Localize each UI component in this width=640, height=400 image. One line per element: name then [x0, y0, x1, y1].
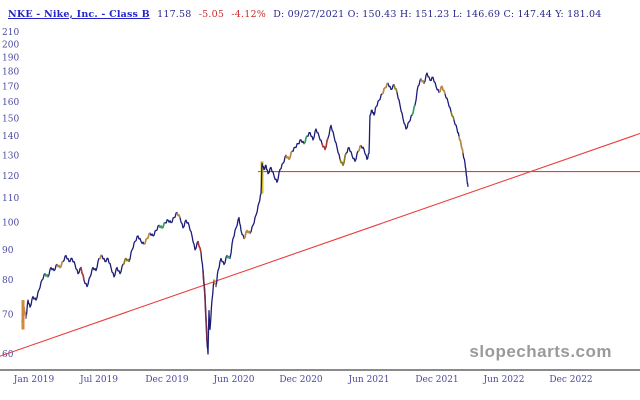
svg-text:Dec 2020: Dec 2020 — [279, 375, 323, 385]
svg-text:200: 200 — [2, 41, 19, 51]
chart-header: NKE - Nike, Inc. - Class B 117.58 -5.05 … — [8, 9, 602, 20]
svg-text:90: 90 — [2, 246, 14, 256]
svg-text:210: 210 — [2, 28, 19, 38]
svg-text:Jul 2019: Jul 2019 — [79, 375, 118, 385]
svg-text:100: 100 — [2, 219, 19, 229]
last-price: 117.58 — [157, 9, 192, 20]
watermark: slopecharts.com — [469, 342, 612, 361]
price-change-pct: -4.12% — [231, 9, 266, 20]
svg-text:120: 120 — [2, 172, 19, 182]
svg-text:140: 140 — [2, 132, 19, 142]
svg-text:Dec 2019: Dec 2019 — [145, 375, 189, 385]
svg-text:60: 60 — [2, 350, 14, 360]
svg-text:Jun 2021: Jun 2021 — [348, 375, 390, 385]
symbol-link[interactable]: NKE - Nike, Inc. - Class B — [8, 9, 150, 20]
svg-text:80: 80 — [2, 276, 14, 286]
svg-text:70: 70 — [2, 310, 14, 320]
svg-text:Jun 2020: Jun 2020 — [213, 375, 255, 385]
svg-text:170: 170 — [2, 82, 19, 92]
svg-text:190: 190 — [2, 54, 19, 64]
svg-text:Jun 2022: Jun 2022 — [483, 375, 525, 385]
svg-text:150: 150 — [2, 114, 19, 124]
svg-text:110: 110 — [2, 194, 19, 204]
svg-text:180: 180 — [2, 68, 19, 78]
svg-text:Dec 2021: Dec 2021 — [415, 375, 458, 385]
svg-text:130: 130 — [2, 151, 19, 161]
ohlc-readout: D: 09/27/2021 O: 150.43 H: 151.23 L: 146… — [273, 9, 602, 20]
svg-text:Jan 2019: Jan 2019 — [13, 375, 55, 385]
svg-text:Dec 2022: Dec 2022 — [549, 375, 592, 385]
price-change: -5.05 — [198, 9, 225, 20]
svg-text:160: 160 — [2, 98, 19, 108]
